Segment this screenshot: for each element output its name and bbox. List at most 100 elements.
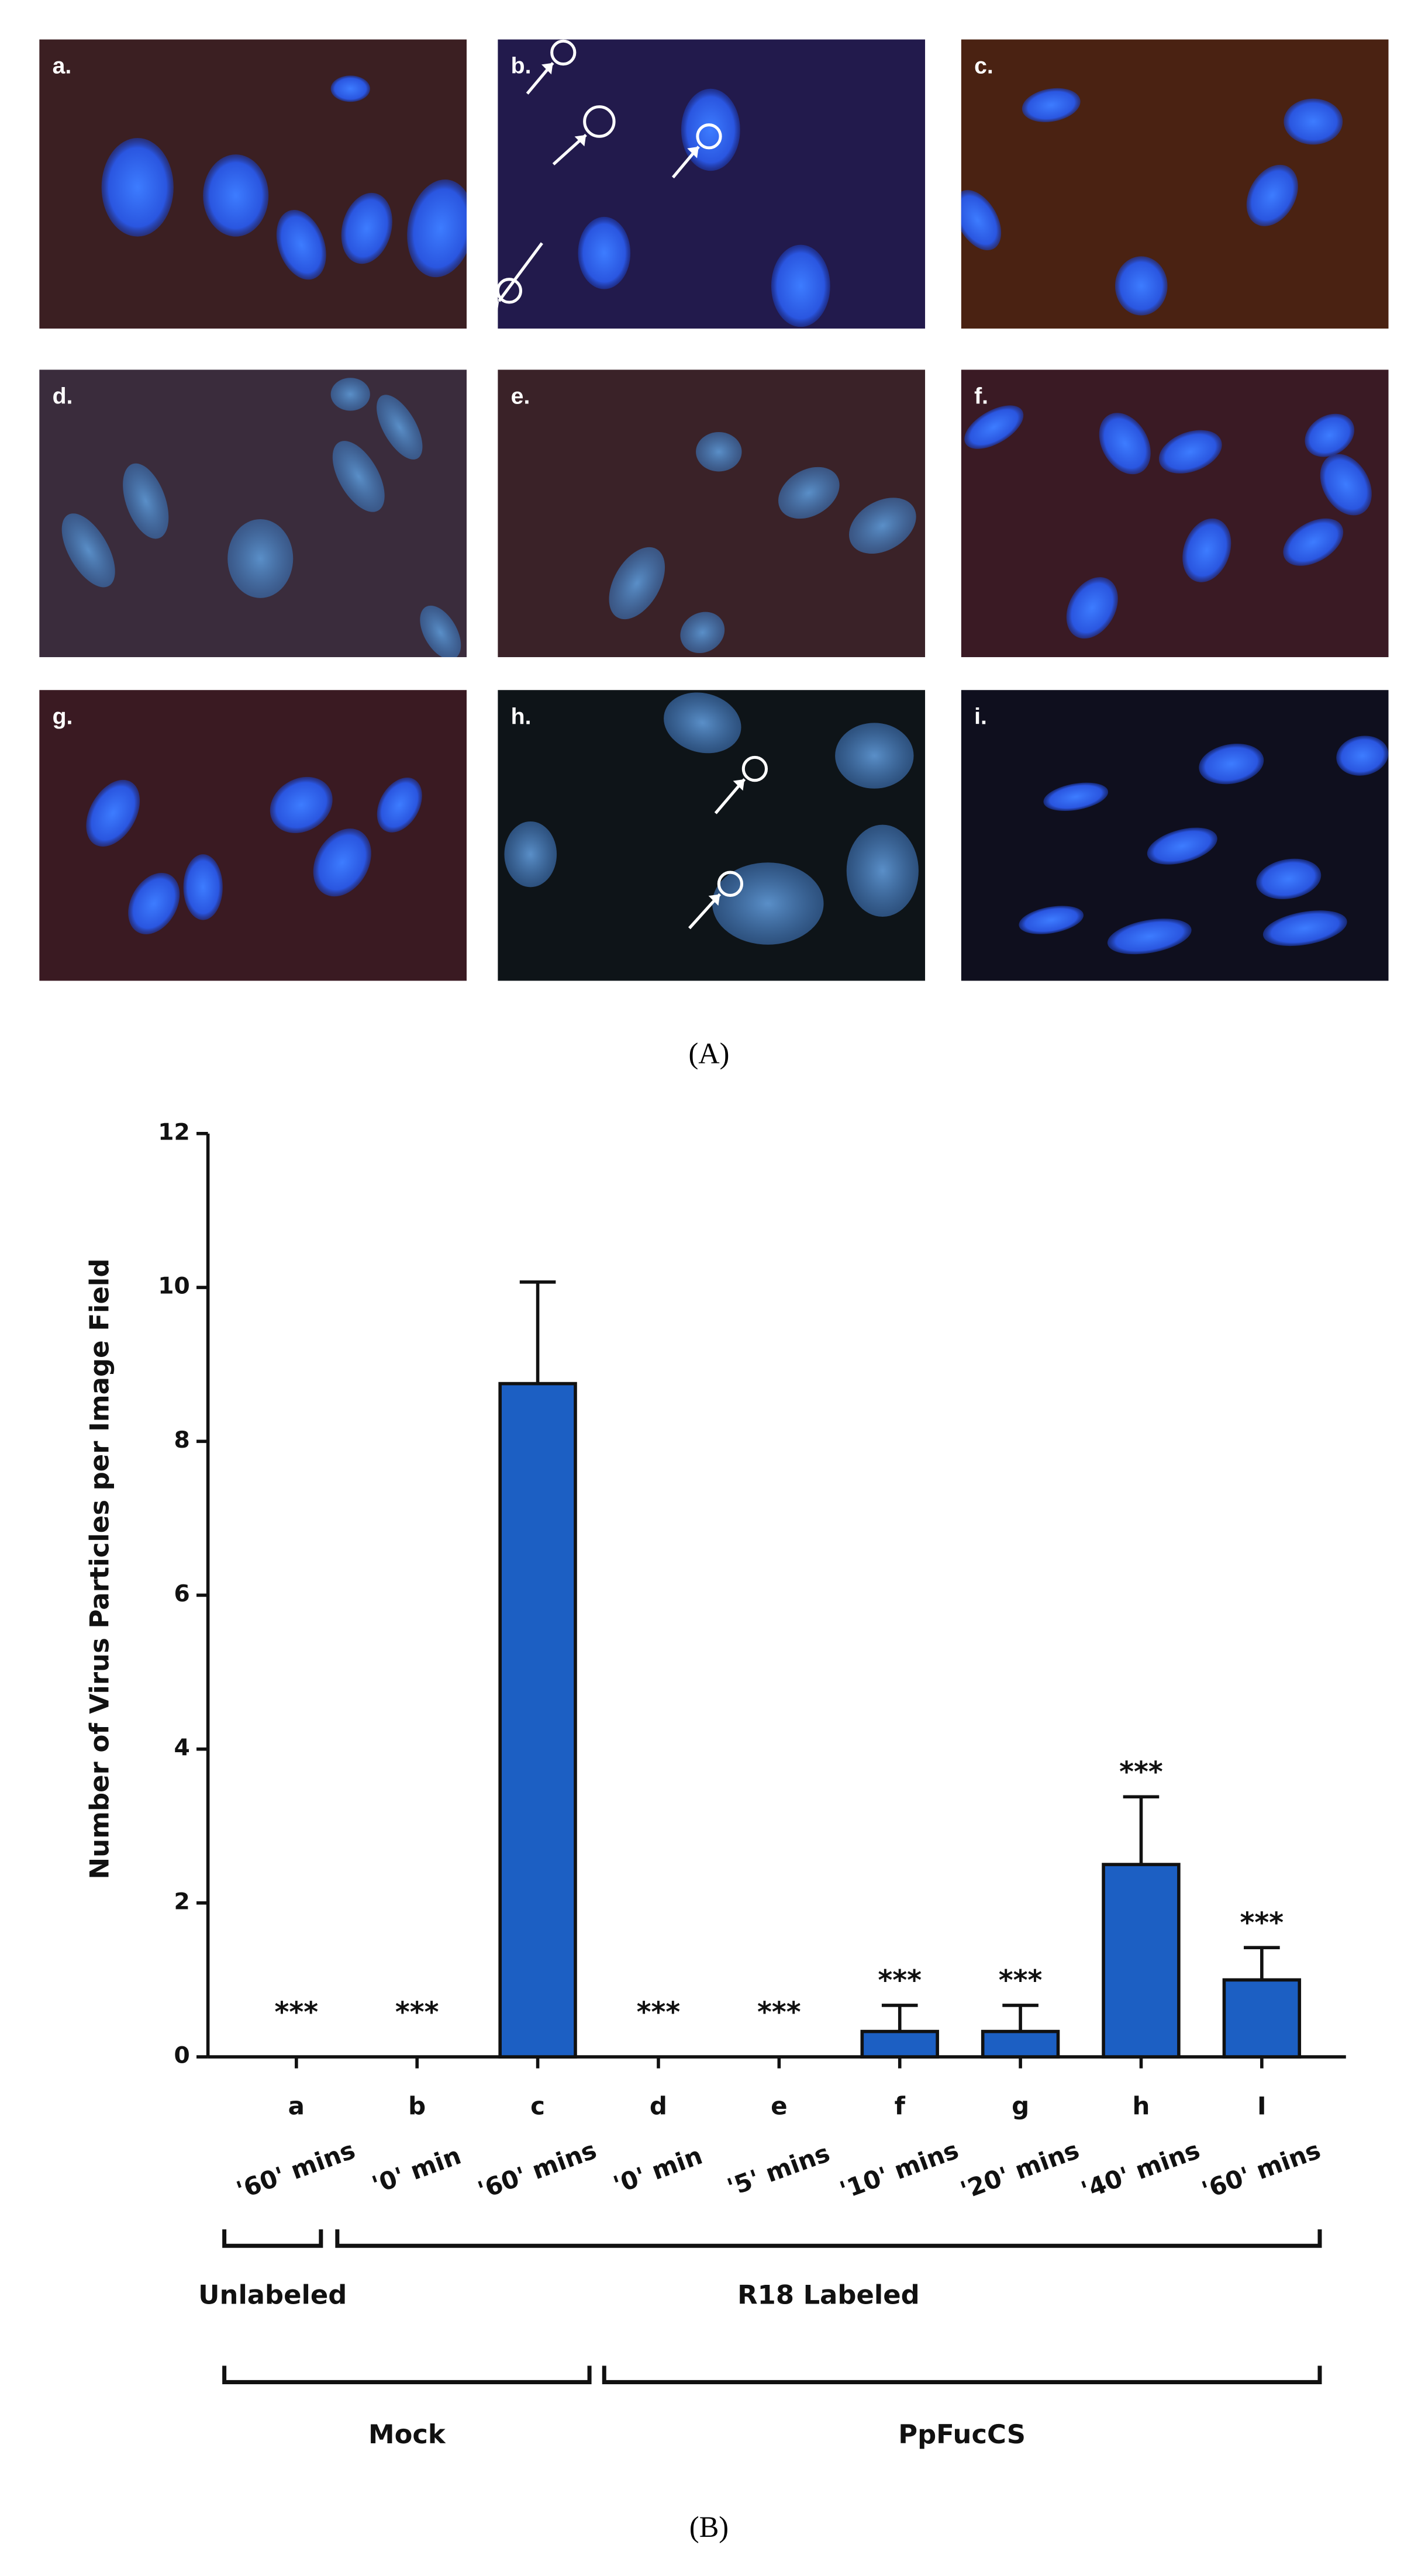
panel-label: c.	[974, 53, 993, 79]
group-bracket	[222, 2366, 592, 2384]
bar	[498, 1382, 577, 2059]
arrow-head	[733, 779, 745, 791]
micrograph-background	[961, 39, 1389, 329]
micrograph-content	[39, 690, 467, 981]
time-label: '10' mins	[836, 2136, 962, 2205]
nucleus	[1256, 858, 1322, 899]
nucleus	[123, 463, 169, 539]
micrograph: i.	[961, 690, 1389, 981]
x-tick-label: e	[771, 2092, 787, 2121]
x-tick-label: I	[1257, 2092, 1267, 2121]
micrograph: a.	[39, 39, 467, 329]
nucleus	[377, 395, 423, 460]
nucleus	[1284, 98, 1343, 145]
panel-label: d.	[53, 383, 73, 409]
significance-label: ***	[1119, 1756, 1163, 1788]
panel-label: h.	[511, 703, 532, 729]
nucleus	[183, 854, 223, 920]
y-tick-label: 6	[174, 1581, 190, 1607]
panel-label: b.	[511, 53, 532, 79]
nucleus	[270, 776, 333, 833]
x-tick-label: f	[895, 2092, 906, 2121]
particle-marker	[696, 123, 722, 150]
nucleus	[1043, 782, 1109, 812]
nucleus	[420, 605, 461, 657]
x-tick-label: h	[1133, 2092, 1150, 2121]
micrograph-content	[961, 690, 1389, 981]
micrograph-background	[498, 39, 926, 329]
nucleus	[680, 612, 725, 654]
nucleus	[1182, 518, 1231, 582]
micrograph-grid: a. b. c. d. e. f. g. h. i.	[39, 39, 1389, 981]
micrograph-content	[39, 370, 467, 657]
group-label: Mock	[368, 2419, 446, 2450]
nucleus	[1099, 413, 1151, 475]
nucleus	[332, 441, 385, 512]
nucleus	[848, 498, 916, 554]
nucleus	[964, 405, 1024, 449]
panel-label: f.	[974, 383, 988, 409]
particle-marker	[496, 278, 522, 304]
part-label: (B)	[689, 2511, 729, 2543]
significance-label: ***	[1240, 1907, 1284, 1939]
nucleus	[227, 519, 294, 598]
particle-marker	[741, 755, 768, 782]
particle-marker	[583, 105, 616, 138]
nucleus	[276, 210, 326, 280]
y-tick-label: 4	[174, 1735, 190, 1761]
time-label: '20' mins	[957, 2136, 1083, 2205]
micrograph-content	[961, 370, 1389, 657]
micrograph-content	[498, 39, 926, 329]
x-tick-label: b	[408, 2092, 426, 2121]
nucleus	[578, 216, 631, 289]
significance-label: ***	[757, 1997, 801, 2029]
nucleus	[961, 190, 1002, 251]
micrograph-background	[961, 370, 1389, 657]
time-label: '60' mins	[233, 2136, 359, 2205]
time-label: '60' mins	[1198, 2136, 1324, 2205]
micrograph-background	[498, 370, 926, 657]
nucleus	[128, 872, 180, 934]
nucleus	[1022, 88, 1081, 122]
nucleus	[664, 692, 741, 754]
x-tick-label: a	[288, 2092, 305, 2121]
x-tick-label: g	[1012, 2092, 1029, 2121]
micrograph-content	[498, 690, 926, 981]
time-label: '60' mins	[474, 2136, 601, 2205]
nucleus	[407, 179, 467, 278]
micrograph: h.	[498, 690, 926, 981]
group-label: Unlabeled	[198, 2279, 347, 2310]
panel-label: a.	[53, 53, 72, 79]
arrow-head	[541, 63, 553, 75]
time-label: '40' mins	[1078, 2136, 1204, 2205]
nucleus	[1147, 827, 1217, 865]
arrow-head	[687, 146, 699, 158]
nucleus	[778, 467, 840, 519]
nucleus	[1320, 454, 1372, 516]
y-tick-label: 0	[174, 2043, 190, 2069]
group-bracket	[602, 2366, 1322, 2384]
x-tick-label: c	[530, 2092, 545, 2121]
significance-label: ***	[275, 1997, 319, 2029]
micrograph-content	[498, 370, 926, 657]
nucleus	[1158, 430, 1222, 474]
micrograph: f.	[961, 370, 1389, 657]
nucleus	[1107, 918, 1192, 955]
micrograph-content	[961, 39, 1389, 329]
micrograph: c.	[961, 39, 1389, 329]
panel-label: g.	[53, 703, 73, 729]
part-label: (A)	[689, 1037, 730, 1069]
y-tick-label: 12	[158, 1119, 190, 1145]
nucleus	[101, 138, 174, 237]
nucleus	[341, 192, 392, 264]
panel-label: e.	[511, 383, 530, 409]
nucleus	[504, 821, 557, 888]
nucleus	[61, 513, 115, 588]
significance-label: ***	[999, 1964, 1043, 1997]
nucleus	[771, 244, 830, 327]
nucleus	[712, 862, 824, 945]
nucleus	[1246, 164, 1298, 226]
x-tick-label: d	[650, 2092, 667, 2121]
nucleus	[1115, 256, 1168, 316]
